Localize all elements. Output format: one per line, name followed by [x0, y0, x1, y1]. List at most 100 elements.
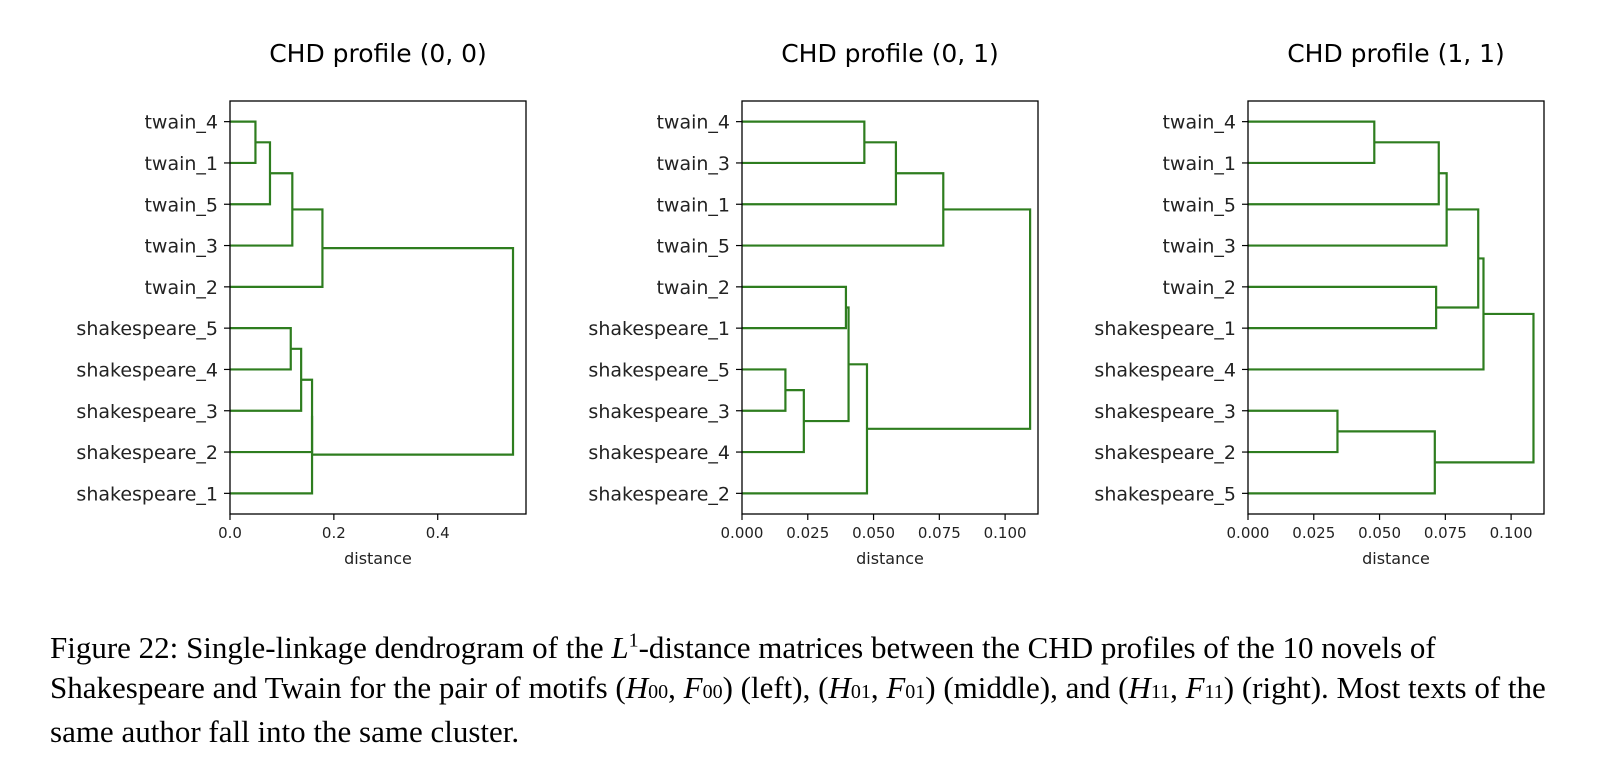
leaf-label: twain_1: [656, 194, 730, 216]
leaf-label: shakespeare_5: [588, 359, 730, 381]
dendrogram-link-B: [742, 141, 898, 206]
x-axis-label: distance: [856, 549, 924, 568]
dendrogram-link-A: [742, 120, 866, 165]
x-tick-label: 0.100: [1490, 524, 1533, 542]
leaf-label: shakespeare_1: [588, 318, 730, 340]
x-axis-label: distance: [344, 549, 412, 568]
leaf-label: shakespeare_4: [588, 442, 730, 464]
caption-math-F11: F: [1185, 670, 1205, 705]
leaf-label: shakespeare_1: [1094, 318, 1236, 340]
dendrogram-link-D: [230, 208, 324, 288]
x-tick-label: 0.075: [918, 524, 961, 542]
leaf-label: twain_1: [1162, 153, 1236, 175]
caption-figure-label: Figure 22:: [50, 630, 179, 665]
dendrogram-link-C: [1248, 172, 1448, 247]
caption-sub-00a: 00: [648, 681, 669, 703]
dendrogram-link-D: [1248, 285, 1438, 330]
leaf-label: twain_4: [144, 112, 218, 134]
leaf-label: twain_2: [1162, 277, 1236, 299]
x-tick-label: 0.4: [426, 524, 450, 542]
caption-math-H11: H: [1128, 670, 1151, 705]
leaf-label: shakespeare_5: [76, 318, 218, 340]
caption-text-2: -distance matrices between the CHD profi…: [50, 630, 1436, 705]
axes-frame: [229, 100, 527, 515]
leaf-label: twain_3: [1162, 236, 1236, 258]
axes-frame: [1247, 100, 1545, 515]
x-tick-label: 0.0: [218, 524, 242, 542]
leaf-label: twain_3: [144, 236, 218, 258]
caption-math-H00: H: [625, 670, 649, 705]
caption-comma-1: ,: [668, 670, 684, 705]
x-tick-label: 0.075: [1424, 524, 1467, 542]
chart-title: CHD profile (1, 1): [1287, 39, 1505, 68]
leaf-label: twain_3: [656, 153, 730, 175]
leaf-label: twain_4: [656, 112, 730, 134]
leaf-label: shakespeare_3: [76, 401, 218, 423]
caption-math-F01: F: [886, 670, 906, 705]
leaf-label: twain_2: [656, 277, 730, 299]
dendrogram-link-E: [230, 327, 292, 371]
dendrogram-link-I: [866, 208, 1032, 430]
leaf-label: twain_4: [1162, 112, 1236, 134]
leaf-label: twain_5: [656, 236, 730, 258]
dendrogram-link-F: [1248, 257, 1485, 371]
caption-text-3: ) (left), (: [722, 670, 829, 705]
caption-text-1: Single-linkage dendrogram of the: [186, 630, 604, 665]
x-tick-label: 0.025: [1292, 524, 1335, 542]
dendrogram-link-A: [230, 120, 257, 165]
leaf-label: shakespeare_4: [1094, 359, 1236, 381]
caption-sub-01a: 01: [850, 681, 871, 703]
chart-title: CHD profile (0, 0): [269, 39, 487, 68]
dendrogram-link-C: [742, 172, 945, 247]
dendrogram-link-E: [742, 368, 787, 412]
x-tick-label: 0.100: [984, 524, 1027, 542]
dendrogram-panel-3: CHD profile (1, 1) twain_4 twain_1 twain_5t…: [1094, 39, 1545, 568]
dendrogram-link-H: [230, 415, 314, 495]
leaf-label: shakespeare_2: [76, 442, 218, 464]
caption-text-5: ) (right). Most texts of the same author…: [50, 670, 1546, 749]
dendrogram-link-G: [803, 306, 850, 423]
leaf-label: shakespeare_1: [76, 483, 218, 505]
x-tick-label: 0.000: [721, 524, 764, 542]
figure-dendrograms: CHD profile (0, 0)twain_4twain_1twain_5t…: [76, 39, 1545, 568]
leaf-label: shakespeare_3: [1094, 401, 1236, 423]
x-axis-label: distance: [1362, 549, 1430, 568]
caption-sub-01b: 01: [905, 681, 926, 703]
dendrogram-link-G: [1248, 409, 1339, 454]
dendrogram-link-D: [742, 285, 848, 330]
caption-comma-3: ,: [1170, 670, 1186, 705]
figure-caption: Figure 22: Single-linkage dendrogram of …: [50, 628, 1570, 752]
dendrogram-link-I: [312, 247, 515, 456]
dendrogram-link-G: [230, 378, 314, 454]
leaf-label: twain_2: [144, 277, 218, 299]
caption-math-L: L: [611, 630, 629, 665]
axes-frame: [741, 100, 1039, 515]
leaf-label: twain_5: [144, 194, 218, 216]
x-tick-label: 0.000: [1227, 524, 1270, 542]
dendrogram-link-C: [230, 172, 294, 247]
caption-math-F00: F: [683, 670, 703, 705]
leaf-label: twain_1: [144, 153, 218, 175]
caption-sub-00b: 00: [702, 681, 723, 703]
caption-math-sup: 1: [628, 629, 639, 652]
leaf-label: shakespeare_5: [1094, 483, 1236, 505]
leaf-label: shakespeare_2: [588, 483, 730, 505]
leaf-label: twain_5: [1162, 194, 1236, 216]
caption-sub-11b: 11: [1204, 681, 1224, 703]
x-tick-label: 0.2: [322, 524, 346, 542]
x-tick-label: 0.050: [1358, 524, 1401, 542]
dendrogram-link-F: [742, 389, 805, 454]
caption-comma-2: ,: [870, 670, 887, 705]
caption-math-H01: H: [828, 670, 851, 705]
leaf-label: shakespeare_3: [588, 401, 730, 423]
dendrogram-link-H: [1248, 430, 1436, 495]
leaf-label: shakespeare_2: [1094, 442, 1236, 464]
caption-sub-11a: 11: [1150, 681, 1171, 703]
dendrogram-panel-1: CHD profile (0, 0) twain_4 twain_1 twain_5t…: [76, 39, 527, 568]
dendrogram-link-I: [1434, 312, 1535, 464]
caption-text-4: ) (middle), and (: [925, 670, 1129, 705]
leaf-label: shakespeare_4: [76, 359, 218, 381]
dendrogram-panel-2: CHD profile (0, 1) twain_4 twain_3 twain_1t…: [588, 39, 1039, 568]
dendrogram-link-B: [1248, 141, 1440, 206]
dendrogram-link-B: [230, 141, 272, 206]
